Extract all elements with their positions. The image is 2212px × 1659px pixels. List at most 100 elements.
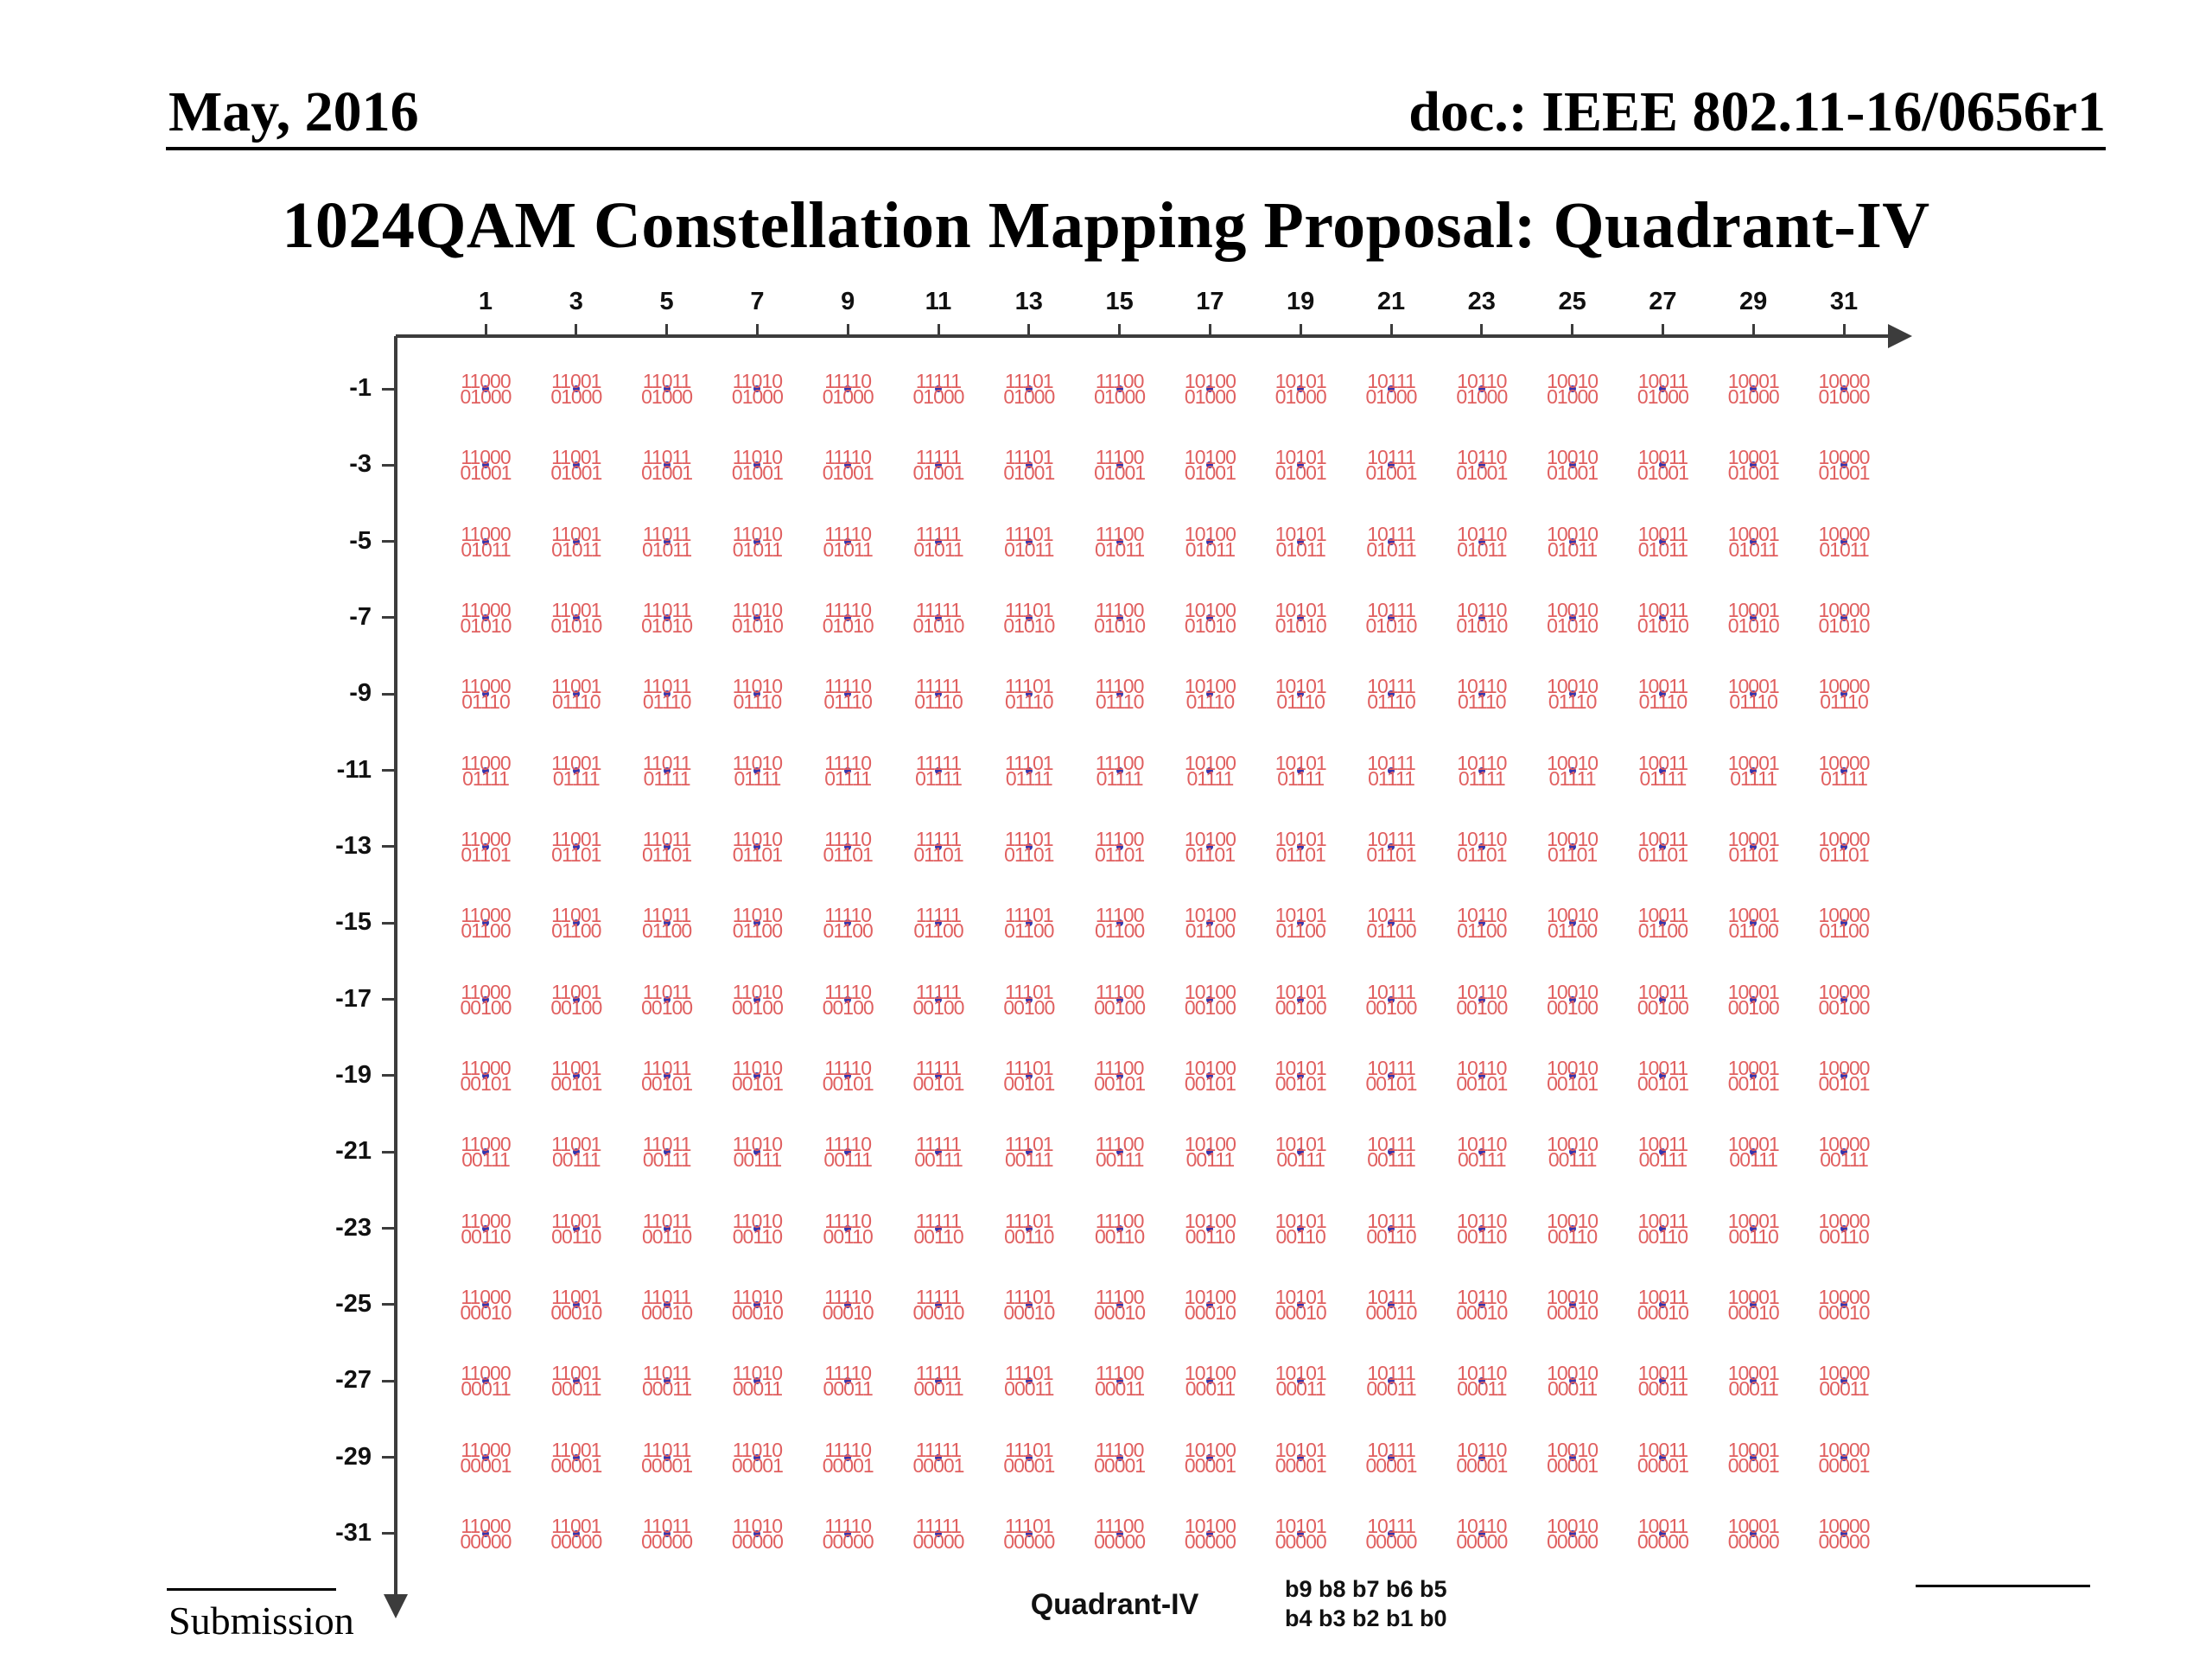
point-bits-bottom: 01100 [551, 919, 601, 943]
point-bits-top: 11110 [824, 1209, 872, 1232]
point-bits-bottom: 01000 [1818, 385, 1871, 408]
point-dot [1388, 461, 1395, 469]
constellation-point: 10000 00011 [1792, 1363, 1896, 1399]
point-bits-bottom: 01111 [915, 766, 963, 790]
point-bits-top: 10100 [1184, 904, 1236, 927]
footer-rule-right [1916, 1585, 2090, 1587]
constellation-point: 10110 01111 [1430, 753, 1534, 788]
point-dot [1206, 385, 1214, 392]
constellation-point: 11011 01000 [615, 372, 719, 407]
point-dot [935, 690, 942, 698]
point-dot [1388, 1148, 1395, 1156]
point-dot [1478, 385, 1485, 392]
point-bits-bottom: 01101 [1275, 842, 1326, 866]
point-bits-top: 11110 [824, 1133, 872, 1156]
point-bits-top: 11000 [461, 1438, 511, 1461]
point-bits-top: 10111 [1367, 1285, 1416, 1308]
constellation-point: 11110 00001 [796, 1440, 899, 1477]
point-bits-bottom: 01001 [1365, 461, 1418, 485]
x-tick-label: 11 [925, 288, 952, 315]
point-bits-top: 11100 [1095, 1133, 1145, 1156]
point-bits-bottom: 00010 [641, 1300, 693, 1324]
point-bits-top: 10100 [1184, 1438, 1236, 1461]
point-dot [1206, 1300, 1214, 1308]
point-bits-bottom: 01011 [1185, 537, 1236, 561]
point-bits-top: 10000 [1818, 980, 1871, 1003]
point-bits-bottom: 01000 [1727, 385, 1780, 408]
point-bits-top: 11100 [1095, 1056, 1145, 1079]
point-dot [1840, 537, 1847, 545]
y-tick-label: -13 [335, 831, 372, 860]
constellation-point: 10010 00101 [1521, 1058, 1624, 1093]
point-bits-top: 10001 [1727, 827, 1780, 850]
point-dot [663, 690, 671, 698]
point-bits-top: 11100 [1095, 1362, 1145, 1385]
point-bits-bottom: 00110 [1728, 1224, 1779, 1248]
point-bits-bottom: 00010 [1274, 1300, 1327, 1324]
point-bits-top: 10110 [1457, 1438, 1507, 1461]
constellation-point: 11010 00110 [705, 1211, 809, 1246]
point-dot [572, 1377, 580, 1385]
point-bits-bottom: 01111 [1096, 766, 1144, 790]
point-bits-bottom: 00001 [822, 1453, 874, 1477]
point-bits-bottom: 01001 [1547, 461, 1599, 485]
slide-title: 1024QAM Constellation Mapping Proposal: … [282, 189, 1930, 262]
point-bits-bottom: 01111 [462, 766, 510, 790]
point-bits-top: 11001 [551, 1514, 601, 1537]
point-bits-top: 11100 [1095, 904, 1145, 927]
point-dot [572, 461, 580, 469]
point-bits-bottom: 00011 [1547, 1377, 1598, 1401]
point-bits-top: 10110 [1457, 1209, 1507, 1232]
point-dot [1116, 1529, 1123, 1537]
point-bits-top: 11000 [461, 1514, 511, 1537]
constellation-point: 11101 00000 [977, 1516, 1081, 1551]
point-dot [1388, 690, 1395, 698]
point-dot [1297, 1224, 1305, 1232]
constellation-point: 11000 01100 [434, 906, 537, 941]
point-dot [753, 1071, 761, 1079]
point-dot [663, 385, 671, 392]
point-bits-top: 11100 [1095, 522, 1145, 545]
point-dot [935, 995, 942, 1003]
constellation-point: 11100 00111 [1068, 1133, 1172, 1172]
point-bits-top: 11111 [915, 522, 962, 545]
point-bits-bottom: 00111 [1095, 1148, 1145, 1172]
x-tick-mark [937, 324, 940, 336]
point-bits-bottom: 00100 [1456, 995, 1508, 1019]
y-tick-mark [382, 692, 396, 696]
y-tick-mark [382, 1303, 396, 1306]
point-dot [753, 919, 761, 927]
constellation-point: 11110 00111 [796, 1133, 899, 1170]
point-bits-top: 10000 [1818, 751, 1871, 774]
point-bits-bottom: 00111 [1638, 1148, 1688, 1172]
constellation-point: 11011 01111 [615, 753, 719, 788]
constellation-point: 11000 00001 [434, 1438, 537, 1475]
point-dot [1388, 1453, 1395, 1461]
point-bits-bottom: 01010 [550, 613, 602, 637]
point-bits-top: 10100 [1184, 1133, 1236, 1156]
point-bits-bottom: 00110 [641, 1224, 692, 1248]
point-bits-bottom: 00100 [1184, 995, 1236, 1019]
x-tick-mark [755, 324, 759, 336]
point-bits-top: 10100 [1184, 446, 1236, 469]
point-bits-top: 10001 [1727, 1514, 1780, 1537]
constellation-point: 11111 00101 [887, 1058, 990, 1093]
point-bits-bottom: 01101 [1004, 842, 1054, 866]
point-bits-bottom: 01011 [913, 537, 963, 561]
point-bits-top: 11101 [1005, 370, 1054, 392]
point-dot [1568, 537, 1576, 545]
point-bits-top: 10001 [1727, 1285, 1780, 1308]
point-bits-bottom: 00100 [460, 995, 512, 1019]
constellation-point: 11101 01000 [977, 370, 1081, 407]
point-bits-top: 11111 [915, 1438, 962, 1461]
point-bits-top: 10000 [1818, 1056, 1871, 1079]
point-dot [1568, 385, 1576, 392]
point-bits-bottom: 01111 [1186, 766, 1234, 790]
point-bits-bottom: 01011 [1366, 537, 1416, 561]
point-bits-bottom: 01011 [1728, 537, 1779, 561]
constellation-point: 11110 00010 [796, 1287, 899, 1322]
point-dot [1116, 1224, 1123, 1232]
constellation-point: 10111 01011 [1339, 524, 1443, 561]
point-bits-top: 11101 [1005, 1438, 1054, 1461]
point-dot [1478, 842, 1485, 850]
